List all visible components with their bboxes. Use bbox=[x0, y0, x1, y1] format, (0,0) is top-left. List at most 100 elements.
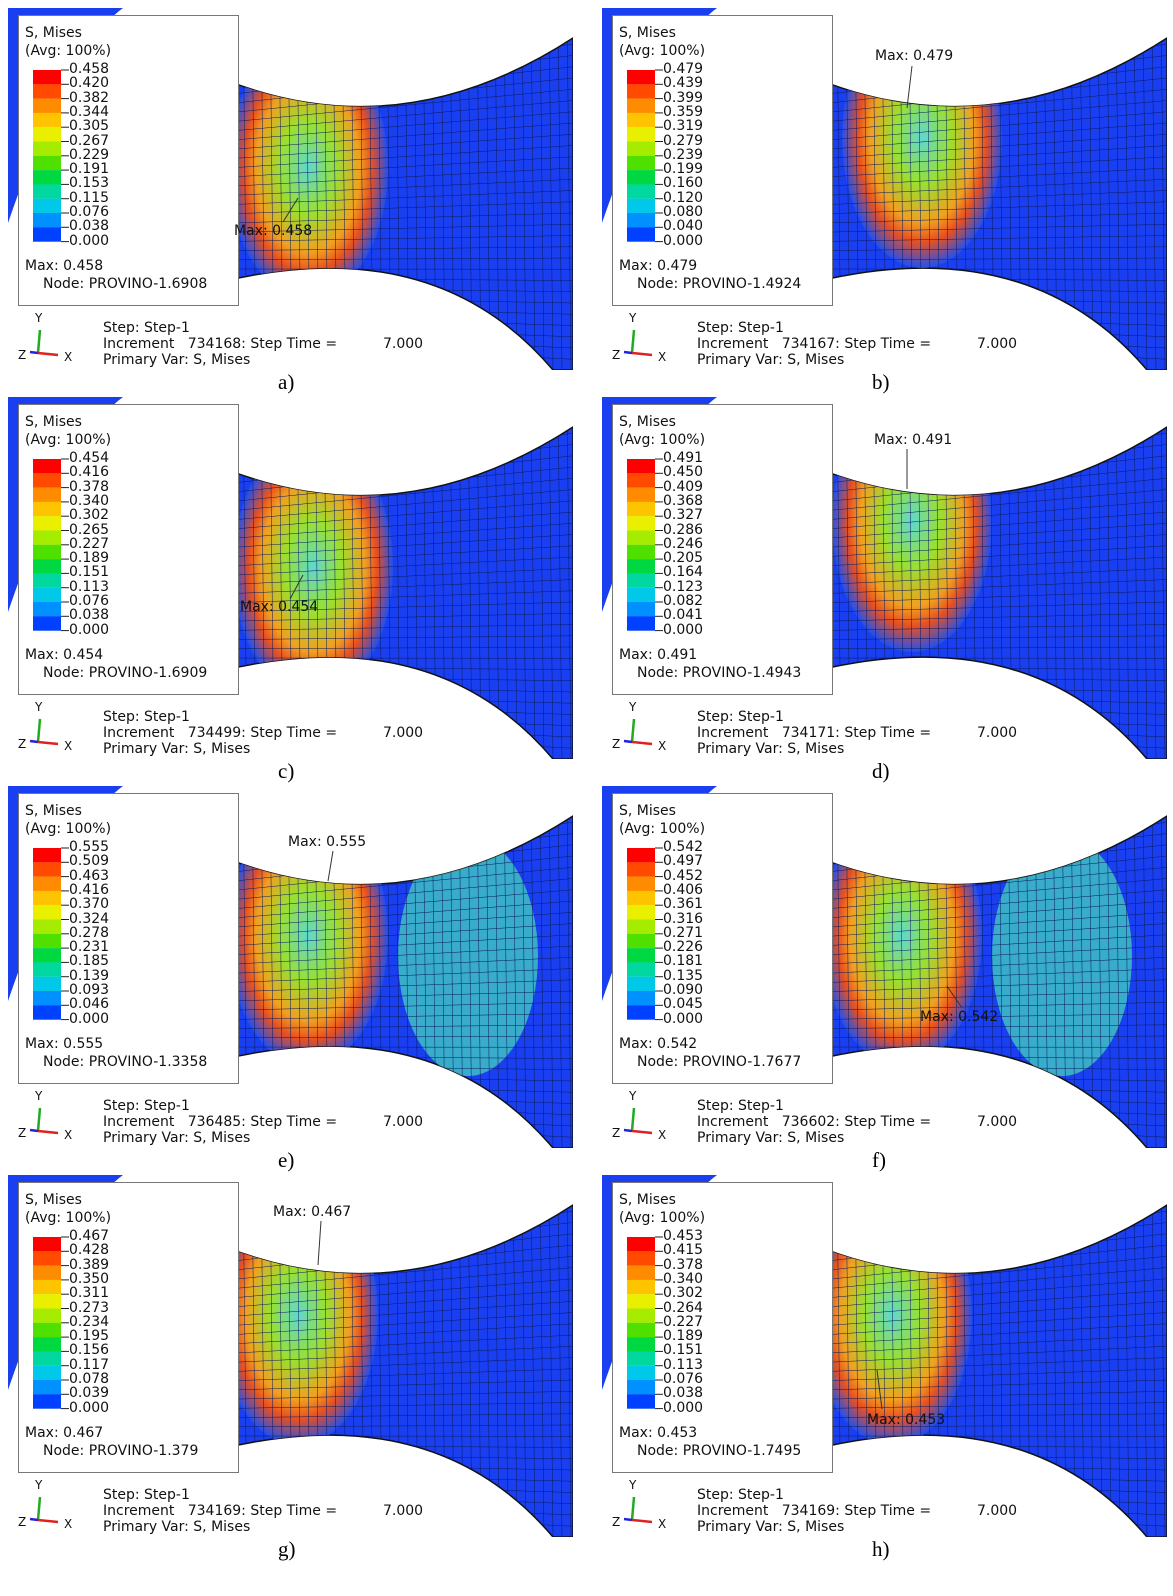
legend-value: 0.151 bbox=[663, 1343, 703, 1357]
legend-value: 0.452 bbox=[663, 869, 703, 883]
panel: S, Mises(Avg: 100%)0.4670.4280.3890.3500… bbox=[8, 1175, 573, 1537]
legend-node: Node: PROVINO-1.7677 bbox=[637, 1055, 801, 1069]
color-band bbox=[33, 459, 61, 473]
legend-value: 0.406 bbox=[663, 883, 703, 897]
primary-var: Primary Var: S, Mises bbox=[103, 353, 250, 367]
legend-value: 0.000 bbox=[69, 1012, 109, 1026]
mesh-line bbox=[198, 789, 573, 841]
legend-value: 0.439 bbox=[663, 76, 703, 90]
mesh-line bbox=[792, 1175, 1167, 1184]
color-band bbox=[627, 1294, 655, 1308]
legend-value: 0.327 bbox=[663, 508, 703, 522]
mesh-line bbox=[792, 1128, 1167, 1148]
axis-z bbox=[624, 1519, 632, 1520]
mesh-line bbox=[198, 1517, 573, 1537]
legend-value: 0.324 bbox=[69, 912, 109, 926]
mesh-line bbox=[792, 8, 1167, 44]
mesh-line bbox=[198, 1535, 573, 1537]
legend-max: Max: 0.479 bbox=[619, 259, 697, 273]
legend-value: 0.273 bbox=[69, 1301, 109, 1315]
legend-max: Max: 0.491 bbox=[619, 648, 697, 662]
mesh-line bbox=[198, 739, 573, 759]
legend-title: S, Mises bbox=[619, 26, 676, 40]
legend-value: 0.497 bbox=[663, 854, 703, 868]
color-band bbox=[627, 1323, 655, 1337]
legend-value: 0.267 bbox=[69, 134, 109, 148]
max-leader bbox=[318, 1221, 321, 1265]
color-band bbox=[33, 502, 61, 516]
primary-var: Primary Var: S, Mises bbox=[697, 1520, 844, 1534]
mesh-line bbox=[198, 8, 573, 44]
color-band bbox=[33, 1323, 61, 1337]
legend-avg: (Avg: 100%) bbox=[25, 433, 111, 447]
caption: d) bbox=[872, 759, 890, 784]
color-band bbox=[627, 1266, 655, 1280]
color-band bbox=[627, 616, 655, 630]
step-time: 7.000 bbox=[383, 726, 423, 740]
color-band bbox=[33, 1266, 61, 1280]
mesh-line bbox=[198, 786, 573, 795]
legend-node: Node: PROVINO-1.6909 bbox=[43, 666, 207, 680]
legend-node: Node: PROVINO-1.379 bbox=[43, 1444, 198, 1458]
legend: S, Mises(Avg: 100%)0.4530.4150.3780.3400… bbox=[612, 1182, 833, 1473]
increment: Increment 734171: Step Time = bbox=[697, 726, 931, 740]
colorbar bbox=[625, 1236, 665, 1411]
legend-value: 0.350 bbox=[69, 1272, 109, 1286]
color-band bbox=[33, 977, 61, 991]
mesh-line bbox=[198, 786, 573, 822]
color-band bbox=[33, 199, 61, 213]
color-band bbox=[33, 905, 61, 919]
step: Step: Step-1 bbox=[103, 1488, 190, 1502]
legend-value: 0.450 bbox=[663, 465, 703, 479]
legend-value: 0.479 bbox=[663, 62, 703, 76]
color-band bbox=[33, 156, 61, 170]
color-band bbox=[627, 877, 655, 891]
legend-value: 0.368 bbox=[663, 494, 703, 508]
stress-zone bbox=[842, 8, 1002, 268]
max-label: Max: 0.555 bbox=[288, 835, 366, 849]
axis-x bbox=[38, 353, 58, 355]
mesh-line bbox=[792, 1175, 1167, 1202]
legend-value: 0.000 bbox=[663, 1401, 703, 1415]
color-band bbox=[33, 1394, 61, 1408]
color-band bbox=[627, 113, 655, 127]
mesh-line bbox=[198, 22, 573, 71]
color-band bbox=[33, 473, 61, 487]
legend-value: 0.416 bbox=[69, 883, 109, 897]
legend-max: Max: 0.453 bbox=[619, 1426, 697, 1440]
mesh-line bbox=[198, 1526, 573, 1537]
stress-zone bbox=[812, 1185, 972, 1445]
step-time: 7.000 bbox=[977, 1504, 1017, 1518]
legend-value: 0.316 bbox=[663, 912, 703, 926]
legend-value: 0.000 bbox=[69, 1401, 109, 1415]
color-band bbox=[33, 962, 61, 976]
primary-var: Primary Var: S, Mises bbox=[697, 1131, 844, 1145]
mesh-line bbox=[198, 368, 573, 370]
increment: Increment 734168: Step Time = bbox=[103, 337, 337, 351]
color-band bbox=[33, 588, 61, 602]
color-band bbox=[627, 1337, 655, 1351]
legend-value: 0.076 bbox=[69, 594, 109, 608]
mesh-line bbox=[792, 1526, 1167, 1537]
legend: S, Mises(Avg: 100%)0.4910.4500.4090.3680… bbox=[612, 404, 833, 695]
mesh-line bbox=[198, 1189, 573, 1238]
legend-value: 0.082 bbox=[663, 594, 703, 608]
panel: S, Mises(Avg: 100%)0.5420.4970.4520.4060… bbox=[602, 786, 1167, 1148]
step: Step: Step-1 bbox=[697, 710, 784, 724]
color-band bbox=[33, 1280, 61, 1294]
increment: Increment 734169: Step Time = bbox=[697, 1504, 931, 1518]
triad-x: X bbox=[64, 1128, 72, 1142]
max-label: Max: 0.491 bbox=[874, 433, 952, 447]
mesh-line bbox=[792, 1175, 1167, 1220]
mesh-line bbox=[792, 11, 1167, 63]
axis-y bbox=[38, 1497, 40, 1520]
mesh-line bbox=[792, 1517, 1167, 1537]
color-band bbox=[33, 934, 61, 948]
step: Step: Step-1 bbox=[697, 1488, 784, 1502]
triad-y: Y bbox=[35, 700, 42, 714]
legend-value: 0.120 bbox=[663, 191, 703, 205]
legend-value: 0.453 bbox=[663, 1229, 703, 1243]
legend-value: 0.265 bbox=[69, 523, 109, 537]
color-band bbox=[627, 559, 655, 573]
